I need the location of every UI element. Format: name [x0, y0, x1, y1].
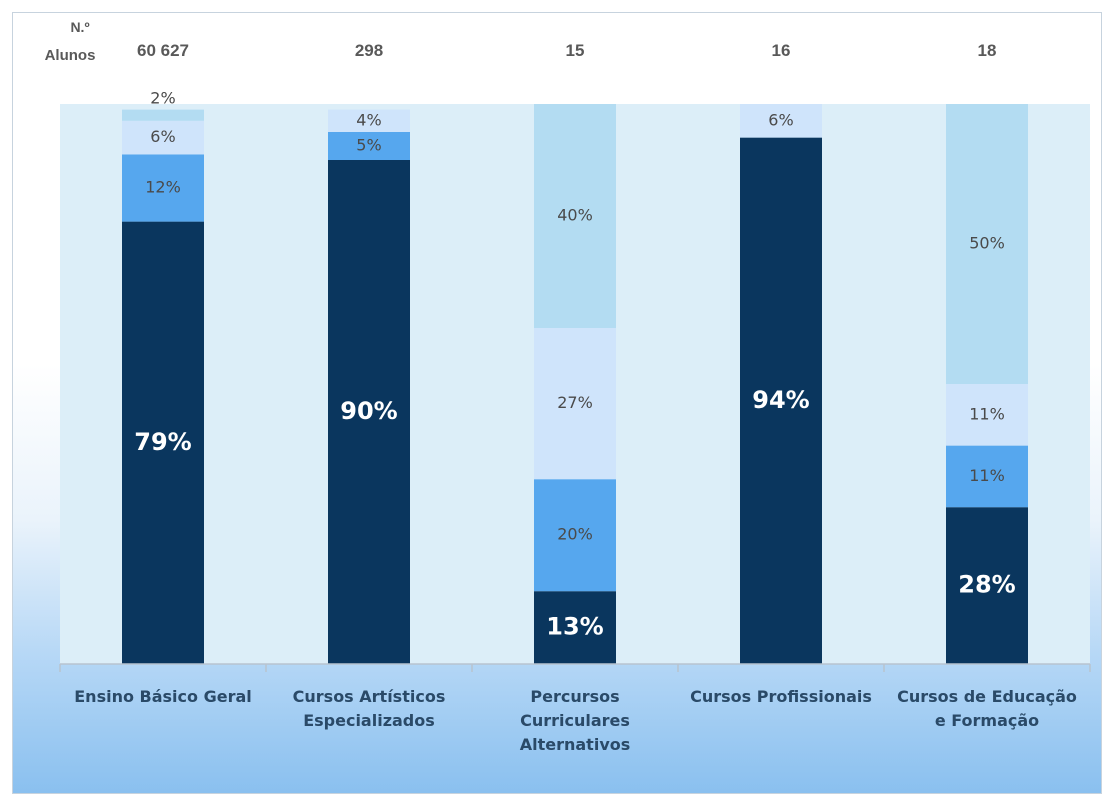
data-label-3-2: 20%	[557, 525, 593, 544]
bar-segment-3-1	[534, 591, 616, 664]
data-label-4-1: 94%	[752, 386, 809, 414]
bar-segment-3-4	[534, 104, 616, 328]
bar-segment-4-3	[740, 104, 822, 138]
total-students-1: 60 627	[137, 41, 189, 60]
bar-segment-3-2	[534, 479, 616, 592]
data-label-1-4: 2%	[150, 89, 175, 108]
data-label-4-3: 6%	[768, 110, 793, 129]
category-label-1: Ensino Básico Geral	[74, 687, 251, 706]
data-label-1-3: 6%	[150, 127, 175, 146]
category-label-2: Cursos Artísticos Especializados	[293, 687, 446, 730]
data-label-3-4: 40%	[557, 206, 593, 225]
bar-segment-1-1	[122, 221, 204, 664]
bar-segment-5-3	[946, 384, 1028, 446]
data-label-2-3: 4%	[356, 110, 381, 129]
total-students-4: 16	[772, 41, 791, 60]
data-label-1-1: 79%	[134, 428, 191, 456]
bar-segment-5-4	[946, 104, 1028, 384]
data-label-1-2: 12%	[145, 178, 181, 197]
bar-segment-3-3	[534, 328, 616, 480]
bar-segment-2-3	[328, 109, 410, 132]
header-label-line1: N.º	[70, 19, 89, 35]
total-students-2: 298	[355, 41, 383, 60]
bar-segment-1-4	[122, 109, 204, 121]
bar-segment-1-2	[122, 154, 204, 222]
data-label-5-2: 11%	[969, 466, 1005, 485]
bar-segment-4-1	[740, 137, 822, 665]
category-label-5: Cursos de Educação e Formação	[897, 687, 1077, 730]
bar-segment-2-2	[328, 132, 410, 160]
category-label-3: Percursos Curriculares Alternativos	[520, 687, 631, 754]
data-label-2-2: 5%	[356, 136, 381, 155]
bar-segment-5-1	[946, 507, 1028, 664]
data-label-5-3: 11%	[969, 404, 1005, 423]
total-students-3: 15	[566, 41, 585, 60]
data-label-2-1: 90%	[340, 397, 397, 425]
data-label-3-1: 13%	[546, 613, 603, 641]
data-label-5-4: 50%	[969, 234, 1005, 253]
bar-segment-5-2	[946, 445, 1028, 508]
x-axis	[59, 663, 1091, 672]
total-students-5: 18	[978, 41, 997, 60]
bar-segment-2-1	[328, 160, 410, 664]
bars-group: 79% 12% 6% 2% 90% 5% 4% 13% 20% 27% 40% 94% 6% 28% 11%…	[122, 89, 1028, 665]
data-label-3-3: 27%	[557, 393, 593, 412]
totals-row: 60 627 298 15 16 18	[137, 41, 996, 60]
data-label-5-1: 28%	[958, 571, 1015, 599]
category-label-4: Cursos Profissionais	[690, 687, 872, 706]
bar-segment-1-3	[122, 120, 204, 155]
header-label-line2: Alunos	[45, 47, 96, 64]
category-labels: Ensino Básico Geral Cursos Artísticos Espe…	[74, 687, 1077, 754]
